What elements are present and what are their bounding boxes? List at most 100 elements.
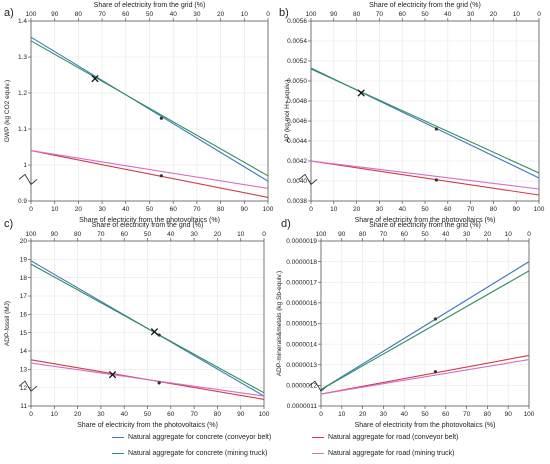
series-line-2 <box>30 263 265 394</box>
y-tick-label: 17 <box>20 293 28 300</box>
x-tick-label: 0 <box>29 206 33 213</box>
x2-tick-label: 90 <box>330 11 338 18</box>
marker-dot <box>157 381 161 385</box>
x2-tick-label: 90 <box>338 231 346 238</box>
x2-tick-label: 30 <box>190 231 198 238</box>
x2-tick-label: 70 <box>98 11 106 18</box>
axis-break-zigzag <box>308 380 328 392</box>
x-tick-label: 90 <box>513 206 521 213</box>
x-tick-label: 80 <box>217 206 225 213</box>
x2-tick-label: 30 <box>467 11 475 18</box>
marker-dot <box>433 317 437 321</box>
series-line-1 <box>30 36 269 182</box>
panel-label: b) <box>279 7 289 19</box>
x-tick-label: 50 <box>421 206 429 213</box>
x2-tick-label: 10 <box>237 231 245 238</box>
y-tick-label: 0.0040 <box>287 178 307 185</box>
x2-tick-label: 0 <box>266 11 270 18</box>
x-tick-label: 20 <box>353 206 361 213</box>
x2-tick-label: 0 <box>262 231 266 238</box>
x2-tick-label: 20 <box>484 231 492 238</box>
y-tick-label: 0.0000018 <box>286 259 317 266</box>
x2-tick-label: 60 <box>121 231 129 238</box>
x2-tick-label: 10 <box>505 231 513 238</box>
marker-dot <box>159 116 163 120</box>
y-axis-title: ADP-minerals&metals (kg Sb-equiv.) <box>276 271 283 376</box>
y-tick-label: 0.0048 <box>287 98 307 105</box>
x-tick-label: 70 <box>467 206 475 213</box>
legend-item-concrete-conveyor: Natural aggregate for concrete (conveyor… <box>112 434 271 441</box>
y-axis-title: AP (kg mol H+ equiv.) <box>284 80 291 143</box>
y-tick-label: 20 <box>20 238 28 245</box>
legend: Natural aggregate for concrete (conveyor… <box>0 430 550 464</box>
x2-axis-title: Share of electricity from the grid (%) <box>369 222 481 229</box>
y-tick-label: 0.9 <box>18 198 27 205</box>
legend-swatch <box>312 452 324 454</box>
series-line-2 <box>310 68 540 174</box>
x2-tick-label: 100 <box>26 231 37 238</box>
y-tick-label: 0.0056 <box>287 18 307 25</box>
x-tick-label: 80 <box>484 411 492 418</box>
marker-dot <box>433 370 437 374</box>
x-tick-label: 80 <box>490 206 498 213</box>
x-tick-label: 20 <box>74 411 82 418</box>
x-tick-label: 50 <box>144 411 152 418</box>
y-tick-label: 1.2 <box>18 90 27 97</box>
y-tick-label: 0.0000014 <box>286 341 317 348</box>
y-tick-label: 13 <box>20 367 28 374</box>
x2-tick-label: 100 <box>316 231 327 238</box>
x2-axis-title: Share of electricity from the grid (%) <box>94 2 206 9</box>
marker-x <box>357 89 365 97</box>
x-tick-label: 60 <box>442 411 450 418</box>
x2-tick-label: 20 <box>214 231 222 238</box>
x2-tick-label: 100 <box>306 11 317 18</box>
y-tick-label: 18 <box>20 275 28 282</box>
x2-tick-label: 80 <box>359 231 367 238</box>
x-axis-title: Share of electricity from the photovolta… <box>355 217 496 224</box>
x-tick-label: 0 <box>29 411 33 418</box>
x-tick-label: 60 <box>444 206 452 213</box>
series-line-4 <box>30 362 265 397</box>
y-tick-label: 0.0000015 <box>286 321 317 328</box>
x2-tick-label: 70 <box>97 231 105 238</box>
y-tick-label: 0.0000019 <box>286 238 317 245</box>
x-tick-label: 40 <box>121 411 129 418</box>
x-tick-label: 10 <box>338 411 346 418</box>
y-tick-label: 0.0044 <box>287 138 307 145</box>
y-tick-label: 11 <box>20 403 27 410</box>
x-tick-label: 30 <box>97 411 105 418</box>
y-tick-label: 19 <box>20 257 28 264</box>
legend-swatch <box>312 436 324 438</box>
x-tick-label: 70 <box>463 411 471 418</box>
x-tick-label: 20 <box>359 411 367 418</box>
x-tick-label: 70 <box>190 411 198 418</box>
y-tick-label: 1.3 <box>18 54 27 61</box>
y-tick-label: 0.0042 <box>287 158 307 165</box>
y-tick-label: 12 <box>20 385 28 392</box>
x2-tick-label: 90 <box>51 11 59 18</box>
series-line-2 <box>30 40 269 177</box>
x-tick-label: 90 <box>237 411 245 418</box>
marker-dot <box>434 127 438 131</box>
x-tick-label: 40 <box>401 411 409 418</box>
x2-tick-label: 30 <box>463 231 471 238</box>
y-tick-label: 0.0050 <box>287 78 307 85</box>
x-tick-label: 40 <box>399 206 407 213</box>
y-tick-label: 0.0000013 <box>286 362 317 369</box>
x-tick-label: 60 <box>170 206 178 213</box>
x-tick-label: 100 <box>259 411 270 418</box>
series-line-4 <box>30 150 269 189</box>
x-tick-label: 10 <box>51 206 59 213</box>
series-line-3 <box>30 150 269 198</box>
panel-label: c) <box>4 218 13 230</box>
y-tick-label: 0.0038 <box>287 198 307 205</box>
x2-axis-title: Share of electricity from the grid (%) <box>92 222 204 229</box>
x2-tick-label: 40 <box>444 11 452 18</box>
y-axis-title: GWP (kg CO2 equiv.) <box>4 80 11 142</box>
x-tick-label: 30 <box>98 206 106 213</box>
x2-tick-label: 0 <box>527 231 531 238</box>
